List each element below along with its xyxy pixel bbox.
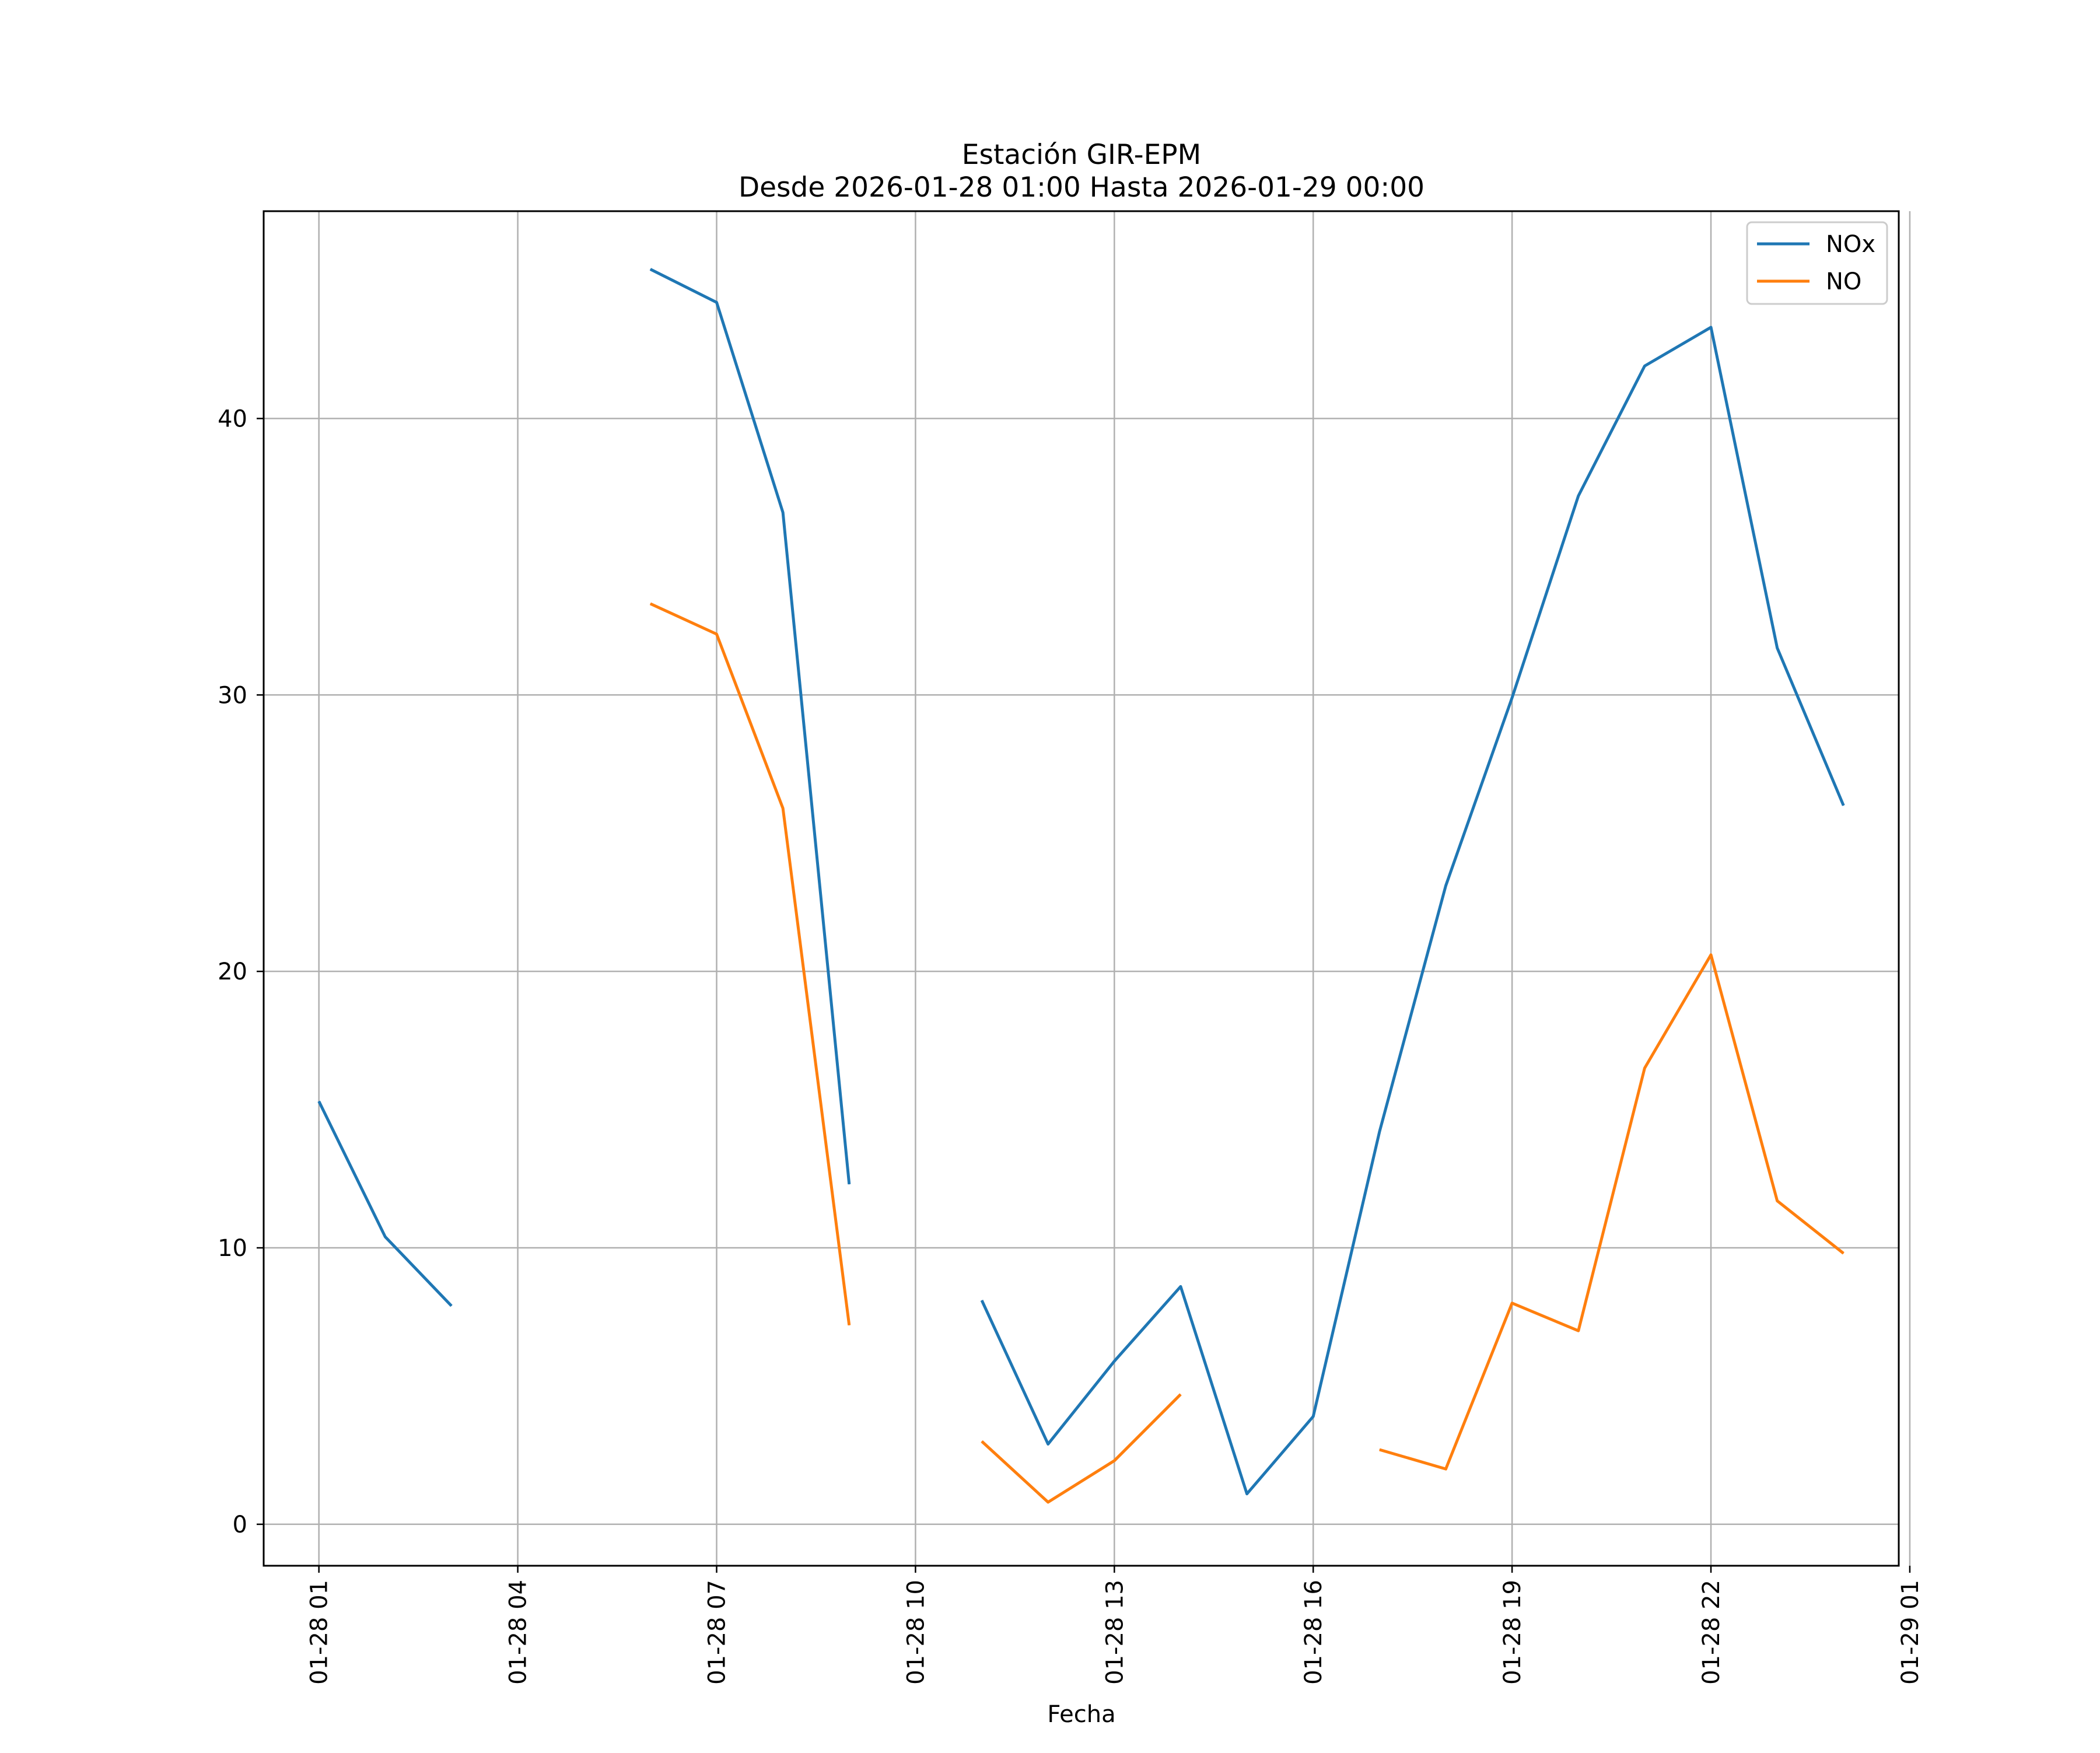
data-point-no — [716, 634, 718, 635]
x-axis-label: Fecha — [1047, 1701, 1115, 1728]
x-tick-label: 01-28 22 — [1698, 1580, 1725, 1685]
data-point-nox — [1180, 1286, 1181, 1287]
series-line-no — [981, 1393, 1182, 1504]
y-tick-label: 0 — [233, 1511, 247, 1538]
y-tick-label: 30 — [218, 682, 247, 709]
chart-title-line2: Desde 2026-01-28 01:00 Hasta 2026-01-29 … — [738, 172, 1424, 204]
data-point-nox — [1843, 805, 1844, 806]
y-tick-label: 40 — [218, 405, 247, 432]
x-tick-label: 01-28 07 — [704, 1580, 731, 1685]
x-tick-label: 01-29 01 — [1897, 1580, 1924, 1685]
y-tick-label: 20 — [218, 958, 247, 985]
chart-title-line1: Estación GIR-EPM — [962, 139, 1201, 171]
data-point-no — [1843, 1253, 1844, 1254]
plot-area-frame — [262, 210, 1900, 1567]
y-axis-ticks: 0 10 20 30 40 — [218, 405, 264, 1538]
y-tick-label: 10 — [218, 1235, 247, 1262]
series-line-no — [1379, 953, 1845, 1471]
x-tick-label: 01-28 01 — [306, 1580, 333, 1685]
x-tick-label: 01-28 04 — [505, 1580, 532, 1685]
data-point-nox — [1710, 327, 1712, 328]
legend-label-nox: NOx — [1826, 231, 1875, 258]
data-point-nox — [1114, 1360, 1115, 1362]
series-line-nox — [649, 268, 851, 1185]
x-tick-label: 01-28 10 — [902, 1580, 929, 1685]
grid — [264, 211, 1911, 1566]
x-tick-label: 01-28 16 — [1300, 1580, 1327, 1685]
series-line-nox — [980, 326, 1845, 1496]
data-point-no — [1379, 1449, 1380, 1450]
data-point-no — [1114, 1460, 1115, 1461]
data-point-no — [1710, 954, 1712, 956]
x-tick-label: 01-28 19 — [1499, 1580, 1526, 1685]
x-axis-ticks: 01-28 01 01-28 04 01-28 07 01-28 10 01-28 13… — [306, 1566, 1924, 1685]
data-point-nox — [716, 302, 718, 303]
series-lines — [317, 268, 1845, 1504]
series-line-no — [649, 602, 851, 1326]
data-point-no — [1644, 1068, 1645, 1069]
data-point-nox — [1312, 1416, 1314, 1417]
data-point-no — [1180, 1394, 1181, 1395]
legend: NOx NO — [1746, 221, 1888, 305]
x-tick-label: 01-28 13 — [1101, 1580, 1128, 1685]
legend-label-no: NO — [1826, 268, 1861, 295]
